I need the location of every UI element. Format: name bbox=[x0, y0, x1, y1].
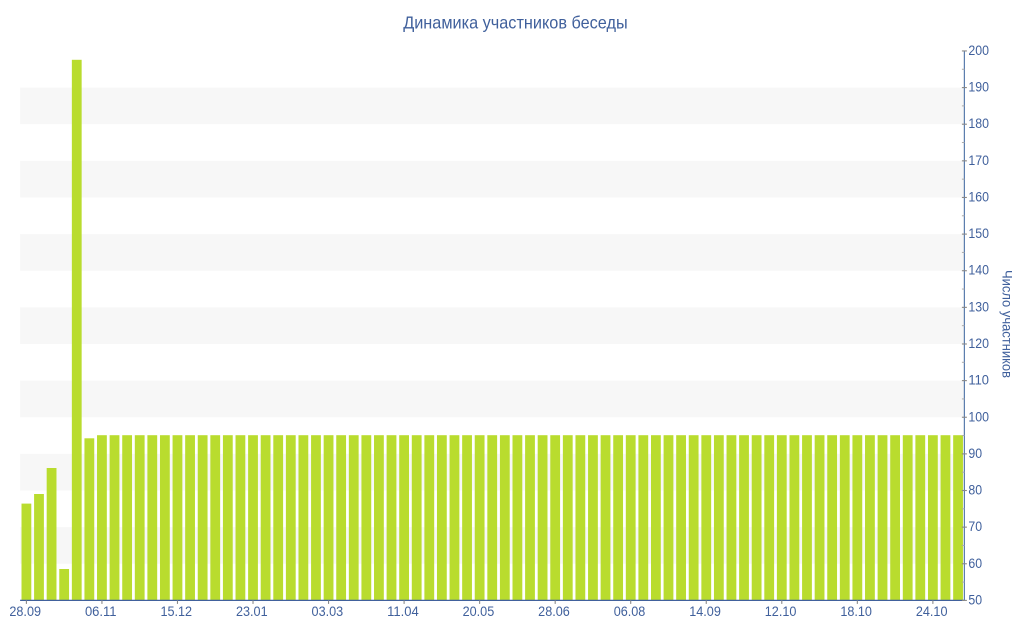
svg-text:80: 80 bbox=[968, 483, 982, 498]
svg-text:06.11: 06.11 bbox=[85, 604, 117, 619]
svg-text:150: 150 bbox=[968, 226, 989, 241]
svg-text:170: 170 bbox=[968, 153, 989, 168]
svg-text:14.09: 14.09 bbox=[689, 604, 721, 619]
svg-text:140: 140 bbox=[968, 263, 989, 278]
svg-text:50: 50 bbox=[968, 592, 982, 607]
svg-text:160: 160 bbox=[968, 189, 989, 204]
svg-text:15.12: 15.12 bbox=[160, 604, 192, 619]
svg-text:24.10: 24.10 bbox=[916, 604, 948, 619]
svg-text:110: 110 bbox=[968, 373, 989, 388]
svg-text:18.10: 18.10 bbox=[840, 604, 872, 619]
svg-text:20.05: 20.05 bbox=[463, 604, 495, 619]
svg-text:03.03: 03.03 bbox=[312, 604, 344, 619]
svg-text:28.06: 28.06 bbox=[538, 604, 570, 619]
svg-text:190: 190 bbox=[968, 80, 989, 95]
svg-text:23.01: 23.01 bbox=[236, 604, 268, 619]
svg-text:180: 180 bbox=[968, 116, 989, 131]
svg-text:200: 200 bbox=[968, 43, 989, 58]
svg-text:100: 100 bbox=[968, 409, 989, 424]
svg-text:130: 130 bbox=[968, 299, 989, 314]
svg-text:12.10: 12.10 bbox=[765, 604, 797, 619]
svg-text:60: 60 bbox=[968, 556, 982, 571]
svg-text:Динамика участников беседы: Динамика участников беседы bbox=[403, 12, 628, 32]
svg-text:11.04: 11.04 bbox=[387, 604, 419, 619]
svg-text:70: 70 bbox=[968, 519, 982, 534]
svg-text:28.09: 28.09 bbox=[9, 604, 41, 619]
svg-text:90: 90 bbox=[968, 446, 982, 461]
svg-text:06.08: 06.08 bbox=[614, 604, 646, 619]
svg-text:Число участников: Число участников bbox=[999, 270, 1014, 378]
svg-text:120: 120 bbox=[968, 336, 989, 351]
